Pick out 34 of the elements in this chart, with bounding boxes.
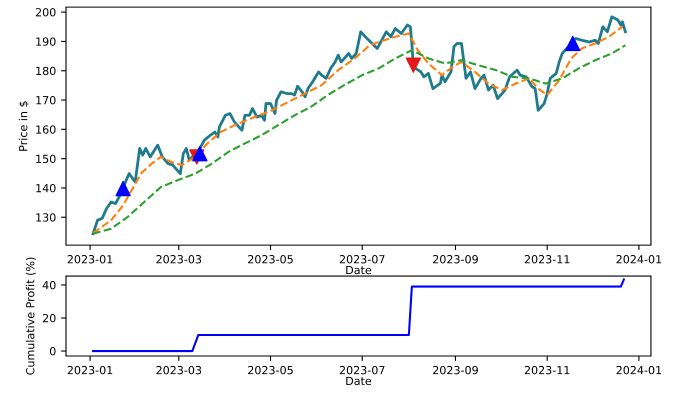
y-tick-label: 180 — [36, 66, 56, 76]
point — [406, 58, 421, 73]
x-tick-label: 2023-07 — [340, 255, 384, 264]
y-tick-label: 130 — [36, 213, 56, 222]
x-tick-label: 2023-09 — [433, 366, 478, 374]
y-axis-title: Cumulative Profit (%) — [26, 258, 36, 375]
x-tick-label: 2023-03 — [156, 255, 202, 264]
y-tick-label: 150 — [36, 154, 56, 164]
x-tick-label: 2023-05 — [248, 366, 293, 374]
x-tick-label: 2023-01 — [68, 366, 112, 374]
y-tick-label: 160 — [36, 125, 56, 134]
x-tick-label: 2023-01 — [68, 255, 112, 264]
x-tick-label: 2023-05 — [248, 255, 293, 264]
y-axis-title: Price in $ — [18, 101, 29, 151]
x-tick-label: 2023-11 — [524, 366, 570, 374]
y-tick-label: 20 — [42, 314, 56, 322]
y-tick-label: 40 — [42, 280, 56, 290]
x-axis-title: Date — [346, 376, 372, 386]
y-tick-label: 200 — [36, 8, 56, 16]
x-tick-label: 2024-01 — [616, 366, 662, 374]
point — [565, 36, 580, 52]
y-tick-label: 190 — [36, 37, 56, 46]
line-series — [92, 278, 625, 352]
point — [116, 180, 131, 196]
point — [192, 146, 208, 162]
x-tick-label: 2023-09 — [433, 255, 478, 264]
y-tick-label: 0 — [50, 347, 56, 356]
x-tick-label: 2023-03 — [156, 366, 202, 374]
x-axis-title: Date — [346, 266, 372, 274]
x-tick-label: 2023-07 — [340, 366, 384, 374]
x-tick-label: 2023-11 — [524, 255, 570, 264]
x-tick-label: 2024-01 — [616, 255, 662, 264]
y-tick-label: 170 — [36, 96, 56, 104]
y-tick-label: 140 — [36, 184, 56, 192]
